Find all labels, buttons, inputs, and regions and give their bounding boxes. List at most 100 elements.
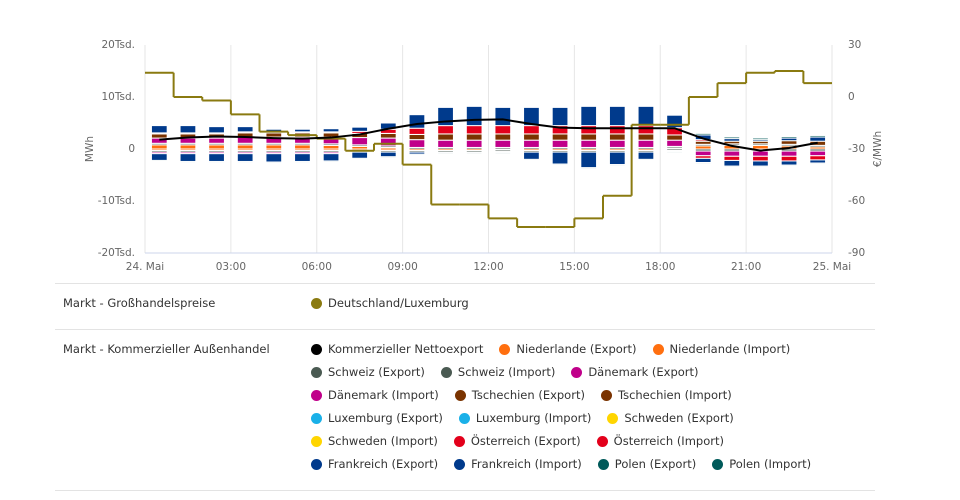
bar-segment <box>322 144 340 150</box>
legend-item[interactable]: Niederlande (Export) <box>499 342 637 356</box>
bar-segment <box>780 136 798 139</box>
legend-group-title: Markt - Kommerzieller Außenhandel <box>63 342 270 356</box>
legend-label: Luxemburg (Export) <box>328 411 443 425</box>
legend-label: Deutschland/Luxemburg <box>328 296 469 310</box>
bar-segment <box>322 128 340 133</box>
bar-segment <box>780 140 798 145</box>
bar-segment <box>637 158 655 161</box>
x-tick-label: 09:00 <box>387 261 417 273</box>
legend-item[interactable]: Tschechien (Export) <box>454 388 585 402</box>
legend-item[interactable]: Deutschland/Luxemburg <box>311 296 469 310</box>
legend-item[interactable]: Luxemburg (Import) <box>458 411 592 425</box>
bar-segment <box>208 153 225 162</box>
legend-marker <box>454 389 466 401</box>
legend: Markt - Großhandelspreise Deutschland/Lux… <box>55 283 875 491</box>
bar-segment <box>523 125 540 135</box>
bar-segment <box>666 139 683 147</box>
x-tick-label: 12:00 <box>473 261 503 273</box>
legend-item[interactable]: Kommerzieller Nettoexport <box>311 342 483 356</box>
bar-segment <box>437 133 454 141</box>
bar-segment <box>780 160 798 166</box>
bar-segment <box>551 139 569 148</box>
legend-marker <box>458 412 470 424</box>
x-tick-label: 15:00 <box>559 261 589 273</box>
legend-group-title: Markt - Großhandelspreise <box>63 296 216 310</box>
bar-segment <box>236 144 254 150</box>
bar-segment <box>494 139 512 148</box>
bar-segment <box>780 150 798 157</box>
legend-label: Dänemark (Import) <box>328 388 439 402</box>
bar-segment <box>379 156 397 159</box>
bar-segment <box>637 151 655 160</box>
bar-segment <box>523 158 540 161</box>
legend-marker <box>454 458 466 470</box>
legend-marker <box>311 389 322 401</box>
legend-item[interactable]: Dänemark (Export) <box>571 365 699 379</box>
legend-item[interactable]: Frankreich (Import) <box>454 457 582 471</box>
bar-segment <box>208 144 225 150</box>
bar-segment <box>809 155 827 161</box>
legend-label: Dänemark (Export) <box>588 365 699 379</box>
bar-segment <box>351 151 369 159</box>
legend-item[interactable]: Dänemark (Import) <box>311 388 439 402</box>
bar-segment <box>694 162 712 165</box>
net-export-line <box>159 118 818 152</box>
bar-segment <box>322 153 340 162</box>
bar-segment <box>580 125 598 135</box>
bar-segment <box>465 152 483 155</box>
legend-item[interactable]: Polen (Export) <box>597 457 697 471</box>
legend-item[interactable]: Tschechien (Import) <box>600 388 732 402</box>
bar-segment <box>752 155 769 162</box>
bar-segment <box>179 125 197 134</box>
bar-segment <box>294 153 311 162</box>
legend-label: Tschechien (Export) <box>471 388 585 402</box>
legend-item[interactable]: Schweden (Import) <box>311 434 438 448</box>
legend-item[interactable]: Schweden (Export) <box>607 411 734 425</box>
bar-segment <box>179 144 197 150</box>
bar-segment <box>608 125 626 135</box>
legend-marker <box>311 297 322 309</box>
legend-marker <box>311 435 322 447</box>
bar-segment <box>551 163 569 166</box>
bar-segment <box>494 133 512 141</box>
bar-segment <box>694 132 712 136</box>
y-tick-label: 10Tsd. <box>101 91 135 103</box>
bar-segment <box>236 160 254 164</box>
legend-label: Luxemburg (Import) <box>475 411 592 425</box>
bar-segment <box>494 125 512 135</box>
legend-item[interactable]: Schweiz (Export) <box>311 365 425 379</box>
legend-item[interactable]: Luxemburg (Export) <box>311 411 443 425</box>
bar-segment <box>208 160 225 164</box>
bar-segment <box>236 126 254 133</box>
bar-segment <box>150 133 168 139</box>
bar-segment <box>752 160 769 167</box>
y2-tick-label: 0 <box>848 91 855 103</box>
bar-segment <box>379 132 397 139</box>
bar-segment <box>408 153 426 156</box>
bar-segment <box>523 151 540 160</box>
bar-segment <box>608 105 626 127</box>
bar-segment <box>265 153 283 163</box>
bar-segment <box>637 139 655 148</box>
bar-segment <box>408 139 426 148</box>
bar-segment <box>437 139 454 148</box>
legend-item[interactable]: Schweiz (Import) <box>440 365 556 379</box>
y2-axis-title: €/MWh <box>872 131 884 167</box>
bar-segment <box>580 139 598 148</box>
legend-item[interactable]: Frankreich (Export) <box>311 457 438 471</box>
y-axis-title: MWh <box>84 136 96 162</box>
legend-marker <box>597 458 609 470</box>
bar-segment <box>752 165 769 168</box>
legend-item[interactable]: Österreich (Import) <box>596 434 724 448</box>
bar-segment <box>294 160 311 164</box>
legend-label: Kommerzieller Nettoexport <box>328 342 484 356</box>
bar-segment <box>637 105 655 127</box>
legend-item[interactable]: Österreich (Export) <box>453 434 581 448</box>
legend-item[interactable]: Polen (Import) <box>712 457 811 471</box>
bar-segment <box>666 134 683 141</box>
legend-label: Schweiz (Import) <box>457 365 556 379</box>
legend-label: Polen (Export) <box>614 457 697 471</box>
bar-segment <box>150 159 168 162</box>
bar-segment <box>351 137 369 146</box>
legend-item[interactable]: Niederlande (Import) <box>652 342 790 356</box>
